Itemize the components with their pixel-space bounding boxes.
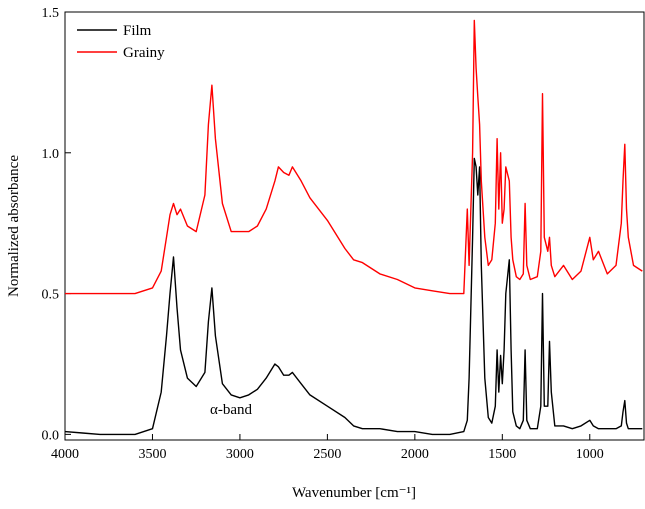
annotation: α-band — [210, 402, 253, 418]
x-axis-label: Wavenumber [cm⁻¹] — [292, 485, 416, 501]
plot-frame — [64, 11, 645, 441]
x-tick-label: 3500 — [138, 447, 166, 462]
y-axis-label: Normalized absorbance — [6, 155, 22, 297]
x-tick-label: 1500 — [488, 447, 516, 462]
y-tick-label: 0.0 — [42, 428, 60, 443]
x-tick-label: 2500 — [313, 447, 341, 462]
y-tick-label: 0.5 — [42, 288, 60, 303]
x-tick-label: 3000 — [226, 447, 254, 462]
series-line — [64, 157, 643, 436]
legend-label: Grainy — [123, 45, 165, 61]
series-line — [65, 19, 643, 295]
x-tick-label: 4000 — [51, 447, 79, 462]
y-tick-label: 1.0 — [42, 147, 60, 162]
x-tick-label: 1000 — [576, 447, 604, 462]
x-tick-label: 2000 — [401, 447, 429, 462]
y-tick-label: 1.5 — [42, 6, 60, 21]
legend-label: Film — [123, 23, 152, 39]
